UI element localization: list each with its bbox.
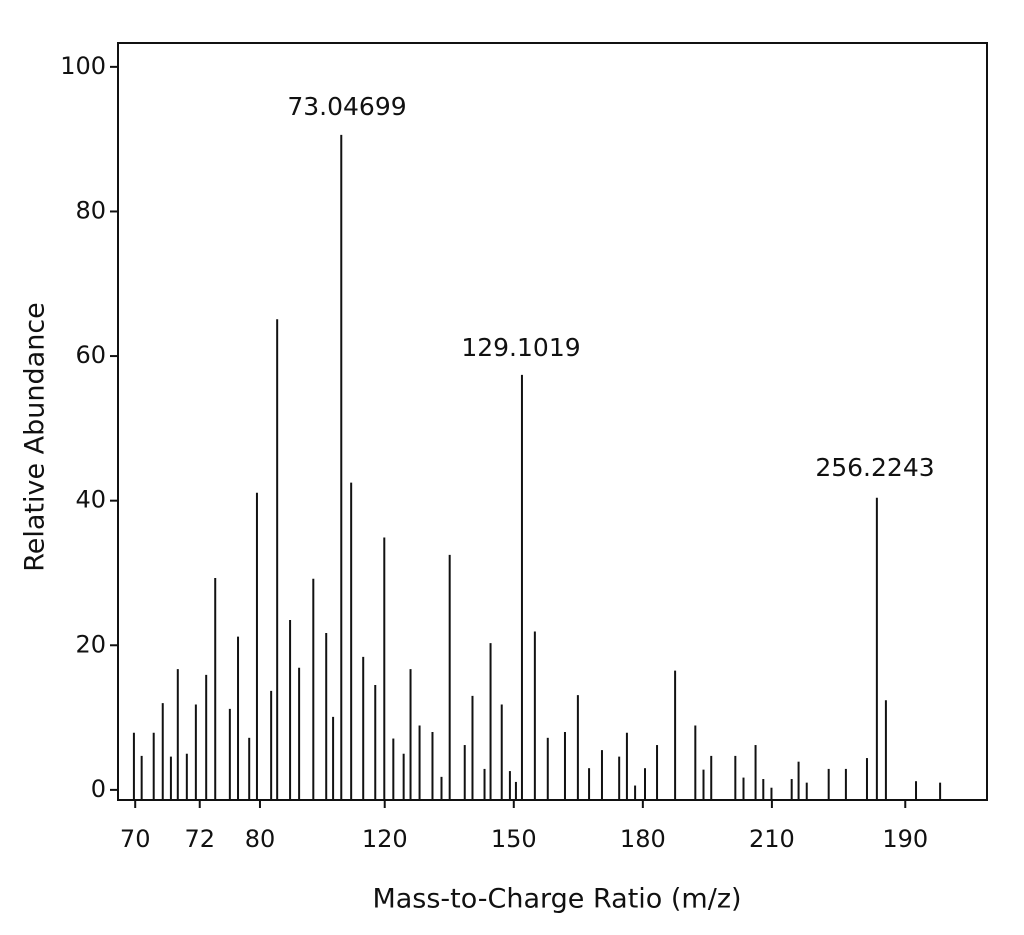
peak-annotation: 73.04699 <box>287 92 406 121</box>
x-tick-label: 210 <box>749 825 795 853</box>
y-tick-label: 100 <box>60 52 106 80</box>
x-tick-label: 150 <box>491 825 537 853</box>
x-tick-label: 180 <box>620 825 666 853</box>
x-tick-label: 120 <box>362 825 408 853</box>
x-tick-label: 80 <box>245 825 276 853</box>
y-tick-label: 20 <box>75 630 106 658</box>
y-axis-title: Relative Abundance <box>20 302 51 572</box>
plot-frame <box>117 42 988 801</box>
y-tick-label: 60 <box>75 341 106 369</box>
peak-annotation: 129.1019 <box>461 333 580 362</box>
y-tick-label: 40 <box>75 486 106 514</box>
y-tick-label: 0 <box>91 775 106 803</box>
y-tick-label: 80 <box>75 196 106 224</box>
x-tick-label: 72 <box>184 825 215 853</box>
x-tick-label: 70 <box>120 825 151 853</box>
peak-annotation: 256.2243 <box>815 453 934 482</box>
x-axis-title: Mass-to-Charge Ratio (m/z) <box>372 884 741 915</box>
x-tick-label: 190 <box>882 825 928 853</box>
